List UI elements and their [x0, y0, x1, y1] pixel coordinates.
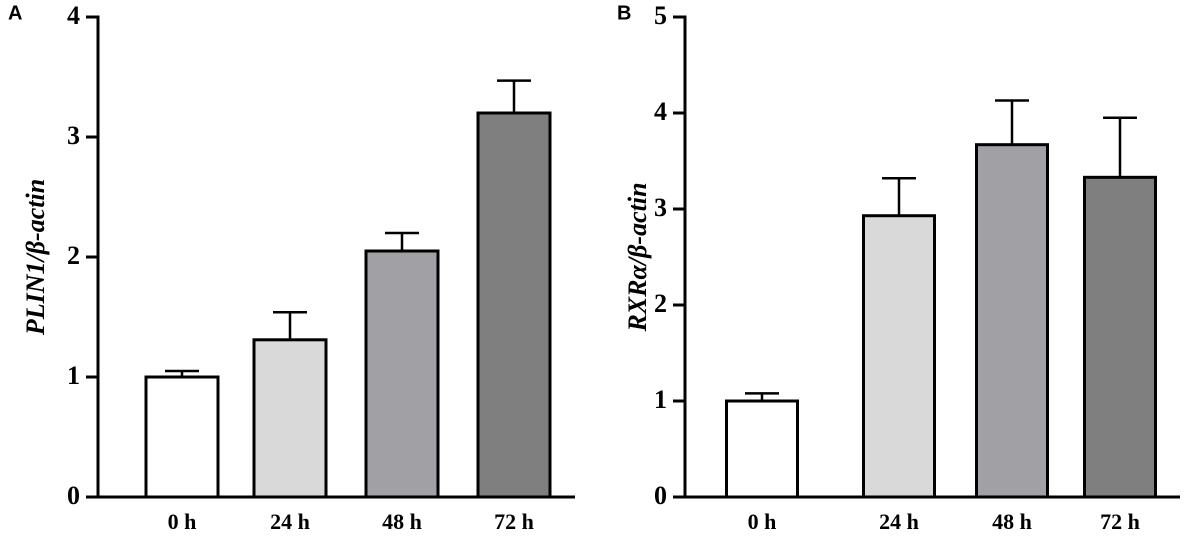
- y-tick-label: 1: [67, 361, 80, 390]
- x-tick-label: 24 h: [270, 509, 310, 534]
- bar: [144, 375, 220, 499]
- x-tick-label: 72 h: [494, 509, 534, 534]
- panel-label: B: [617, 2, 631, 24]
- y-tick-label: 0: [67, 481, 80, 510]
- x-tick-label: 72 h: [1100, 509, 1140, 534]
- bar: [476, 111, 552, 499]
- y-tick-label: 2: [67, 241, 80, 270]
- y-axis-label: RXRα/β-actin: [623, 182, 652, 332]
- y-tick-label: 5: [654, 1, 667, 30]
- bar: [862, 214, 936, 499]
- y-tick-label: 3: [67, 121, 80, 150]
- x-tick-label: 48 h: [992, 509, 1032, 534]
- y-tick-label: 4: [654, 97, 667, 126]
- bar: [725, 399, 799, 499]
- y-tick-label: 4: [67, 1, 80, 30]
- x-tick-label: 48 h: [382, 509, 422, 534]
- y-tick-label: 3: [654, 193, 667, 222]
- x-tick-label: 24 h: [879, 509, 919, 534]
- panel-label: A: [8, 2, 22, 24]
- bar: [364, 249, 440, 499]
- y-tick-label: 1: [654, 385, 667, 414]
- bar: [1083, 175, 1157, 499]
- x-tick-label: 0 h: [748, 509, 777, 534]
- y-tick-label: 0: [654, 481, 667, 510]
- y-axis-label: PLIN1/β-actin: [21, 179, 50, 336]
- y-tick-label: 2: [654, 289, 667, 318]
- bar: [975, 143, 1049, 499]
- x-tick-label: 0 h: [168, 509, 197, 534]
- bar: [252, 338, 328, 499]
